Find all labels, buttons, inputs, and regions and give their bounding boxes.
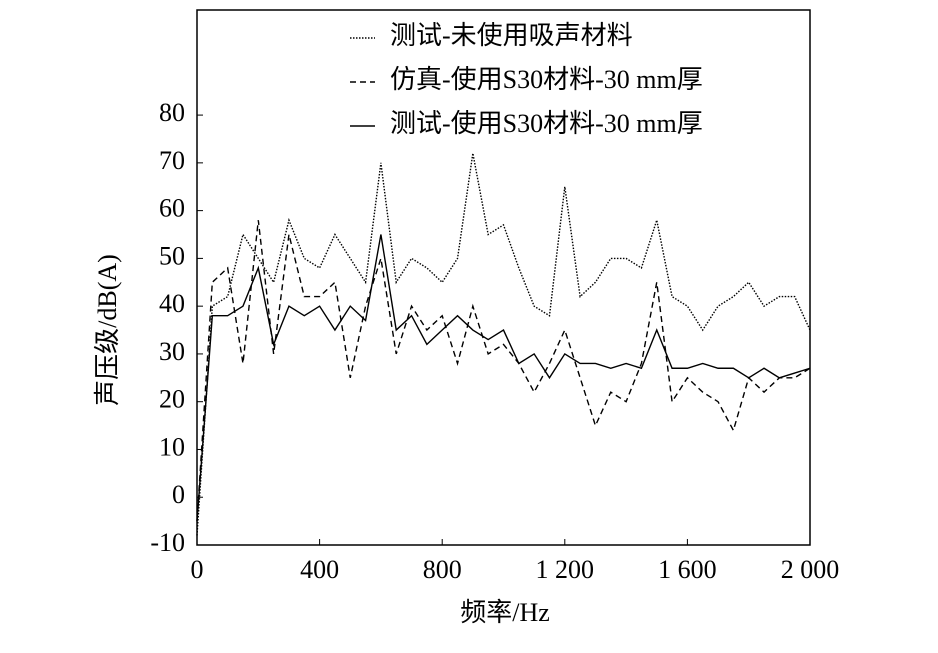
series-line (196, 220, 811, 522)
y-tick-label: 0 (172, 480, 185, 509)
series-line (196, 153, 811, 536)
legend-label: 测试-未使用吸声材料 (390, 21, 633, 50)
x-axis-label: 频率/Hz (460, 598, 550, 627)
y-tick-label: 50 (159, 241, 185, 270)
y-tick-label: 70 (159, 146, 185, 175)
plot-frame (196, 9, 811, 546)
y-tick-label: 20 (159, 385, 185, 414)
x-tick-label: 400 (300, 555, 339, 584)
y-tick-label: 10 (159, 432, 185, 461)
y-axis-label: 声压级/dB(A) (93, 254, 122, 406)
legend-label: 测试-使用S30材料-30 mm厚 (390, 109, 703, 138)
x-tick-label: 1 200 (536, 555, 595, 584)
x-tick-label: 800 (423, 555, 462, 584)
y-tick-label: 80 (159, 98, 185, 127)
x-tick-label: 0 (191, 555, 204, 584)
x-tick-label: 1 600 (658, 555, 717, 584)
y-tick-label: 30 (159, 337, 185, 366)
legend-label: 仿真-使用S30材料-30 mm厚 (390, 65, 703, 94)
series-line (196, 234, 811, 522)
y-tick-label: -10 (150, 528, 185, 557)
x-tick-label: 2 000 (781, 555, 840, 584)
y-tick-label: 60 (159, 194, 185, 223)
y-tick-label: 40 (159, 289, 185, 318)
